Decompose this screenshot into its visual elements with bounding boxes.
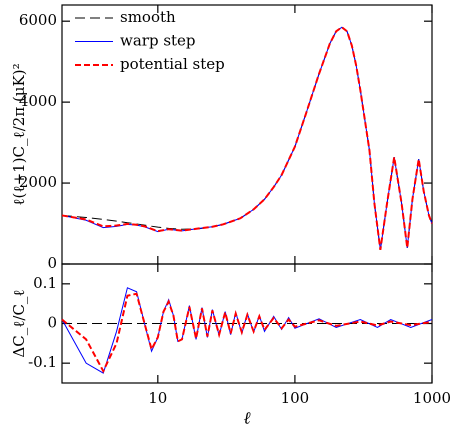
y-tick-label: 0 bbox=[47, 314, 57, 332]
y-tick-label: 0 bbox=[47, 254, 57, 272]
legend-label: smooth bbox=[120, 8, 176, 26]
series-line bbox=[61, 292, 433, 374]
y-tick-label: 0.1 bbox=[33, 274, 57, 292]
y-axis-label: ℓ(ℓ+1)C_ℓ/2π (μK)² bbox=[10, 63, 28, 205]
series-line bbox=[61, 287, 433, 374]
x-tick-label: 10 bbox=[148, 389, 167, 407]
x-tick-label: 100 bbox=[281, 389, 310, 407]
y-tick-label: 2000 bbox=[19, 173, 57, 191]
y-tick-label: 4000 bbox=[19, 92, 57, 110]
series-line bbox=[61, 26, 433, 250]
y-axis-label: ΔC_ℓ/C_ℓ bbox=[10, 289, 28, 357]
x-axis-label: ℓ bbox=[243, 409, 250, 429]
x-tick-label: 1000 bbox=[413, 389, 450, 407]
legend-label: warp step bbox=[120, 32, 196, 50]
legend-label: potential step bbox=[120, 55, 225, 73]
y-tick-label: -0.1 bbox=[28, 353, 57, 371]
y-tick-label: 6000 bbox=[19, 11, 57, 29]
